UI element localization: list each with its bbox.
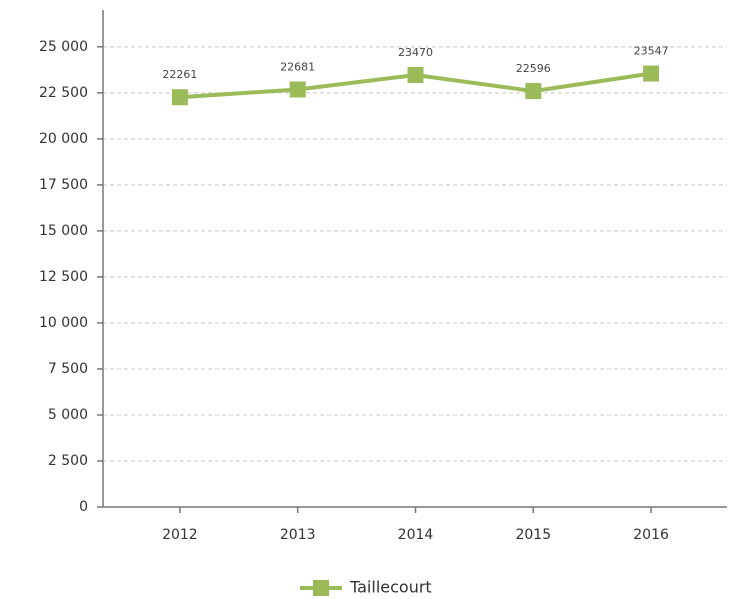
- y-tick-label: 25 000: [39, 39, 88, 55]
- y-tick-label: 2 500: [48, 453, 88, 469]
- x-tick-label: 2012: [162, 527, 198, 543]
- y-tick-label: 12 500: [39, 269, 88, 285]
- data-label: 22596: [516, 62, 551, 75]
- y-tick-label: 22 500: [39, 85, 88, 101]
- legend-marker: [313, 580, 329, 596]
- y-tick-label: 7 500: [48, 361, 88, 377]
- y-tick-label: 20 000: [39, 131, 88, 147]
- x-tick-label: 2014: [398, 527, 434, 543]
- y-tick-label: 5 000: [48, 407, 88, 423]
- y-tick-label: 15 000: [39, 223, 88, 239]
- data-label: 23547: [634, 45, 669, 58]
- point-marker: [643, 65, 660, 82]
- point-marker: [525, 83, 542, 100]
- x-tick-label: 2016: [633, 527, 669, 543]
- data-label: 22261: [162, 68, 197, 81]
- legend-label: Taillecourt: [349, 578, 432, 597]
- y-tick-label: 0: [79, 499, 88, 515]
- data-label: 22681: [280, 61, 315, 74]
- y-tick-label: 10 000: [39, 315, 88, 331]
- x-tick-label: 2015: [515, 527, 551, 543]
- point-marker: [289, 81, 306, 98]
- point-marker: [171, 89, 188, 106]
- data-label: 23470: [398, 46, 433, 59]
- x-tick-label: 2013: [280, 527, 316, 543]
- y-tick-label: 17 500: [39, 177, 88, 193]
- point-marker: [407, 66, 424, 83]
